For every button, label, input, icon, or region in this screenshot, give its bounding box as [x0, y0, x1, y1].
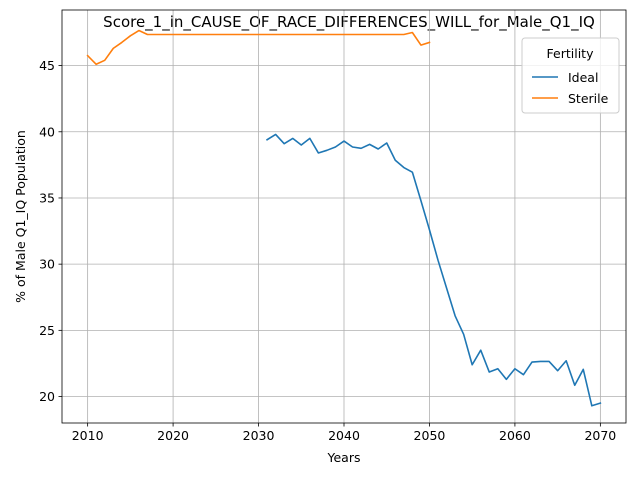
y-tick-label: 35 — [39, 190, 55, 205]
legend: Fertility Ideal Sterile — [521, 37, 620, 114]
legend-title: Fertility — [547, 46, 595, 61]
tick-layer: 2010 2020 2030 2040 2050 2060 2070 20 25 30 35 40 45 — [39, 58, 616, 443]
x-tick-label: 2030 — [243, 428, 275, 443]
legend-label-ideal: Ideal — [568, 70, 598, 85]
x-tick-label: 2050 — [414, 428, 446, 443]
y-axis-label: % of Male Q1_IQ Population — [13, 130, 28, 303]
x-tick-label: 2070 — [584, 428, 616, 443]
y-tick-label: 25 — [39, 323, 55, 338]
y-tick-label: 20 — [39, 389, 55, 404]
legend-label-sterile: Sterile — [568, 91, 609, 106]
y-tick-label: 40 — [39, 124, 55, 139]
x-tick-label: 2060 — [499, 428, 531, 443]
series-line-sterile — [86, 29, 431, 66]
x-axis-label: Years — [327, 450, 361, 465]
x-tick-label: 2020 — [157, 428, 189, 443]
y-tick-label: 45 — [39, 58, 55, 73]
series-layer — [86, 29, 602, 407]
x-tick-label: 2040 — [328, 428, 360, 443]
series-line-ideal — [265, 133, 602, 407]
x-tick-label: 2010 — [72, 428, 104, 443]
y-tick-label: 30 — [39, 257, 55, 272]
chart-title: Score_1_in_CAUSE_OF_RACE_DIFFERENCES_WIL… — [103, 13, 595, 32]
legend-frame — [521, 37, 620, 114]
grid-layer — [62, 10, 626, 423]
